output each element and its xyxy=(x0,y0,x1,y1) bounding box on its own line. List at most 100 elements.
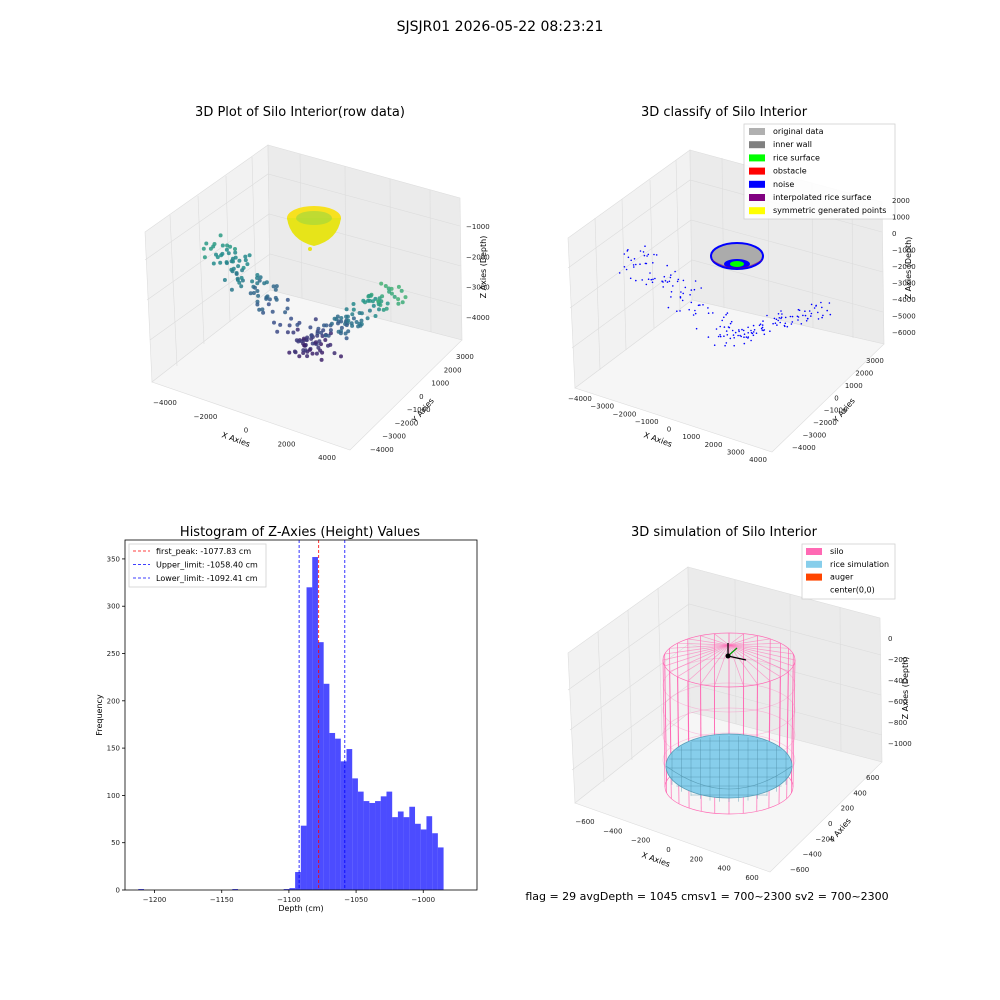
histogram-bar xyxy=(323,683,330,890)
raw-point xyxy=(260,307,265,312)
raw-zticks: −1000 −2000 −3000 −4000 xyxy=(466,223,490,322)
raw-point xyxy=(253,285,257,290)
histogram-bar xyxy=(295,872,301,890)
classify-noise-point xyxy=(731,329,734,332)
panel-raw-3d: 3D Plot of Silo Interior(row data) X Axi… xyxy=(144,105,490,462)
histogram-vlines xyxy=(298,540,346,890)
classify-noise-point xyxy=(758,324,761,327)
silo-roof-line xyxy=(728,633,744,646)
raw-z-tick-label: −2000 xyxy=(466,253,490,261)
raw-point xyxy=(234,272,239,276)
silo-roof-line xyxy=(728,642,781,646)
classify-noise-point xyxy=(666,281,669,283)
raw-point xyxy=(310,351,315,356)
classify-noise-point xyxy=(763,333,766,336)
raw-point xyxy=(243,254,248,259)
histogram-bar xyxy=(386,791,393,890)
raw-point xyxy=(229,287,234,292)
raw-y-tick-label: −1000 xyxy=(407,406,431,414)
raw-point xyxy=(377,307,381,312)
classify-y-tick-label: 1000 xyxy=(845,382,863,390)
raw-point xyxy=(396,284,401,289)
classify-legend-label: interpolated rice surface xyxy=(773,193,871,202)
simulation-y-tick-label: −600 xyxy=(790,866,809,874)
histogram-bar xyxy=(306,587,313,890)
histogram-legend-label: Lower_limit: -1092.41 cm xyxy=(156,574,258,583)
simulation-x-tick-label: 400 xyxy=(717,865,730,873)
raw-point xyxy=(273,287,278,292)
silo-roof-line xyxy=(728,644,771,682)
raw-y-tick-label: 2000 xyxy=(444,366,462,374)
silo-roof-line xyxy=(713,644,730,687)
raw-point xyxy=(361,298,366,303)
raw-axes-panes xyxy=(144,144,463,451)
simulation-x-tick-label: −400 xyxy=(603,827,622,835)
classify-noise-point xyxy=(650,278,653,281)
classify-noise-point xyxy=(734,331,737,334)
classify-noise-point xyxy=(802,314,804,317)
raw-point xyxy=(202,255,207,260)
classify-noise-point xyxy=(643,254,646,257)
classify-noise-point xyxy=(719,334,721,336)
raw-point xyxy=(319,330,324,335)
raw-point xyxy=(309,333,314,338)
raw-point xyxy=(403,295,408,300)
raw-yticks: −4000 −3000 −2000 −1000 0 1000 2000 3000 xyxy=(370,353,474,454)
raw-point xyxy=(233,247,237,251)
histogram-xlabel: Depth (cm) xyxy=(278,904,323,913)
classify-noise-point xyxy=(682,279,685,282)
histogram-bar xyxy=(426,816,433,890)
raw-point xyxy=(332,316,337,321)
classify-noise-point xyxy=(641,279,643,281)
raw-point xyxy=(265,294,270,299)
raw-point xyxy=(291,330,296,335)
classify-y-tick-label: 2000 xyxy=(855,369,873,377)
classify-noise-point xyxy=(800,323,803,325)
panel-histogram: Histogram of Z-Axies (Height) Values −12… xyxy=(95,525,478,913)
raw-point xyxy=(329,321,334,326)
classify-noise-point xyxy=(695,327,698,330)
histogram-bar xyxy=(437,847,444,890)
classify-noise-point xyxy=(760,327,763,330)
panel-classify-3d: 3D classify of Silo Interior original da… xyxy=(567,105,916,464)
classify-noise-point xyxy=(780,316,783,319)
classify-legend-swatch xyxy=(749,207,765,215)
raw-point xyxy=(256,293,261,298)
raw-z-tick-label: −4000 xyxy=(466,314,490,322)
raw-point xyxy=(328,328,333,333)
raw-y-tick-label: −4000 xyxy=(370,446,394,454)
raw-point xyxy=(322,323,326,328)
figure-suptitle: SJSJR01 2026-05-22 08:23:21 xyxy=(397,19,604,35)
classify-noise-point xyxy=(670,291,673,293)
classify-noise-point xyxy=(726,334,729,336)
raw-point xyxy=(379,281,384,286)
histogram-bar xyxy=(312,557,318,890)
classify-noise-point xyxy=(690,289,693,291)
raw-point xyxy=(274,284,279,289)
undefined-tick-label: −2000 xyxy=(194,413,218,421)
classify-noise-point xyxy=(733,337,735,339)
classify-z-tick-label: −5000 xyxy=(892,313,916,321)
classify-noise-point xyxy=(762,329,764,332)
histogram-ytick-label: 200 xyxy=(107,697,120,705)
simulation-y-tick-label: −400 xyxy=(803,851,822,859)
classify-legend-swatch xyxy=(749,180,765,188)
classify-noise-point xyxy=(676,280,679,283)
raw-point xyxy=(231,259,235,264)
classify-noise-point xyxy=(623,266,626,268)
raw-point xyxy=(344,323,349,328)
raw-point xyxy=(224,261,229,266)
classify-noise-point xyxy=(674,270,676,273)
raw-point xyxy=(231,266,236,271)
silo-roof-line xyxy=(677,642,730,646)
classify-noise-point xyxy=(645,262,648,265)
classify-noise-point xyxy=(644,245,646,247)
silo-roof-line xyxy=(687,644,730,682)
silo-roof-line xyxy=(714,633,730,646)
classify-noise-point xyxy=(712,312,714,314)
simulation-legend-label: center(0,0) xyxy=(830,585,875,594)
raw-point xyxy=(315,333,320,338)
raw-point xyxy=(383,284,388,288)
classify-noise-point xyxy=(633,258,636,260)
simulation-z-tick-label: −800 xyxy=(888,719,907,727)
